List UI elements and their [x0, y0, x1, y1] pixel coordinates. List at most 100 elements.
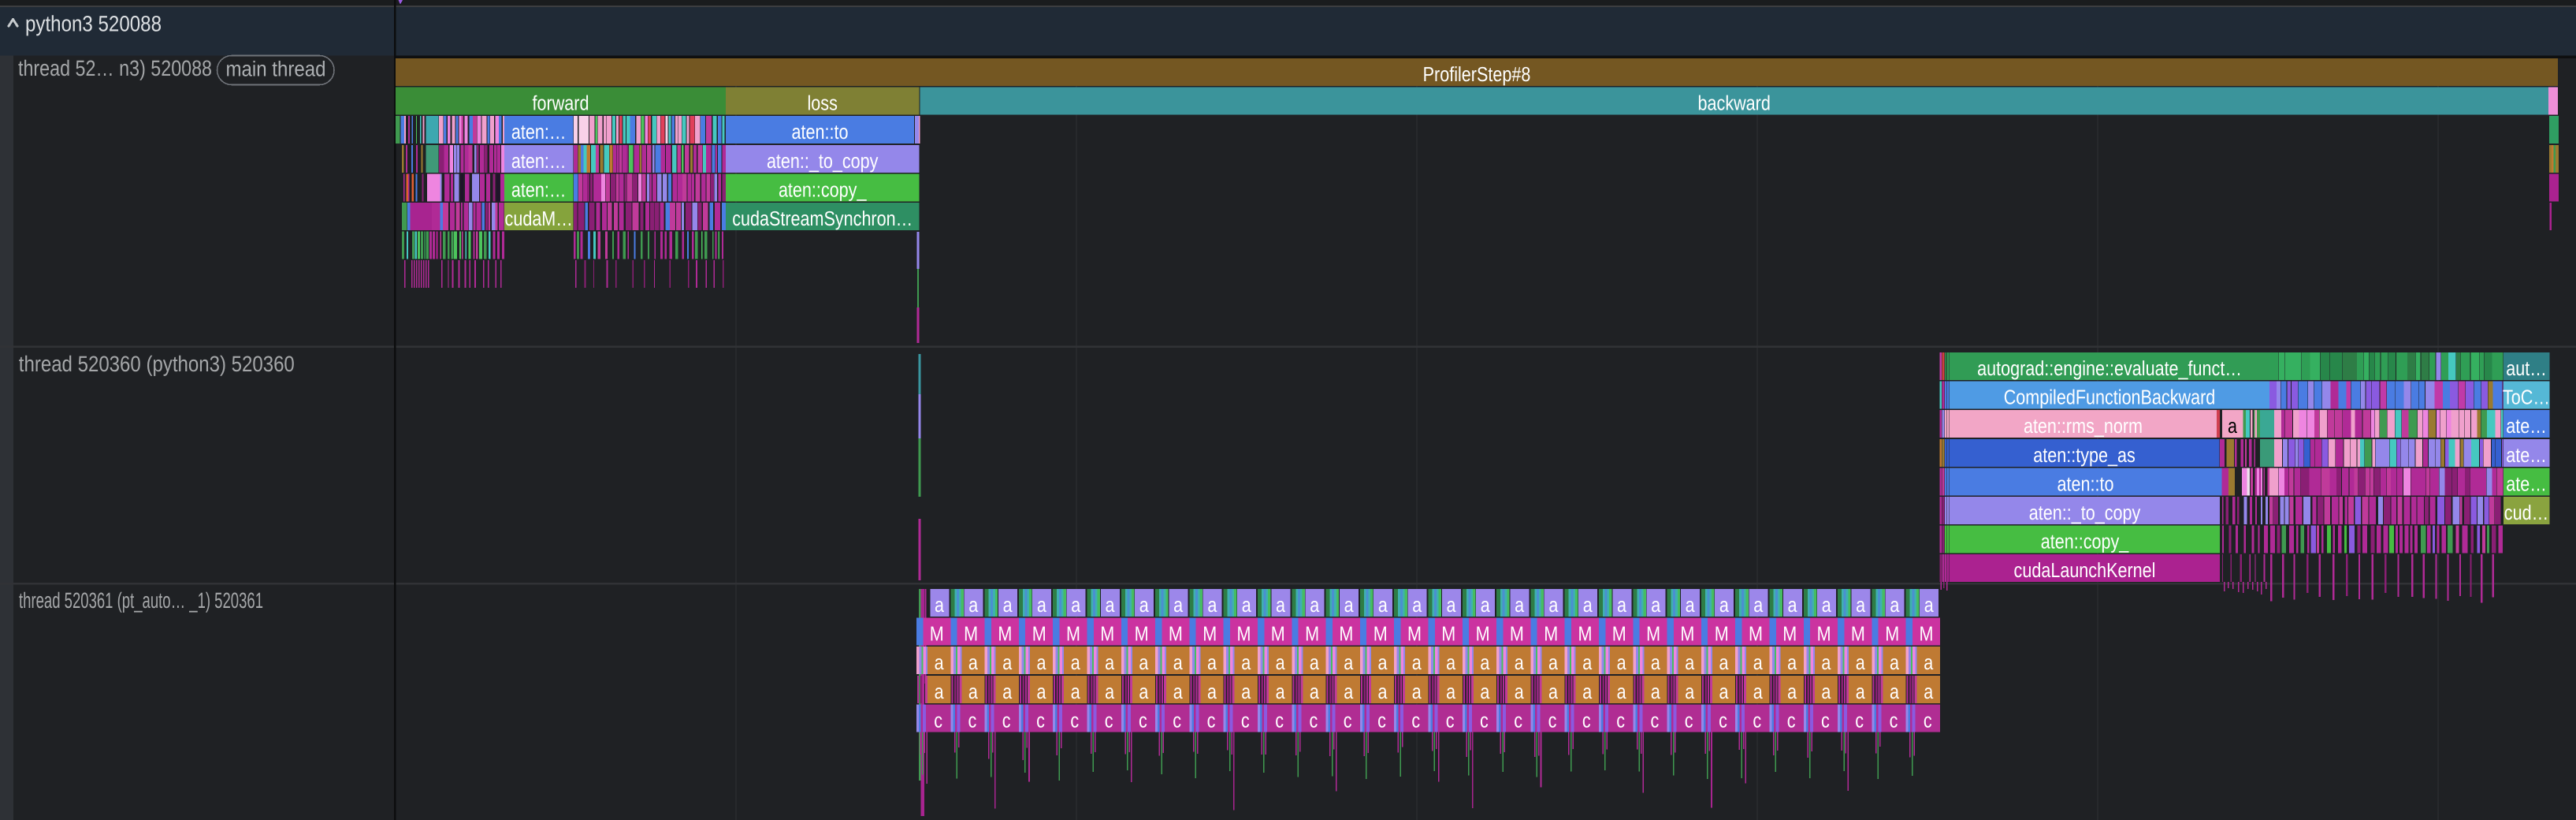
- svg-text:a: a: [1412, 593, 1422, 617]
- svg-text:a: a: [935, 650, 944, 674]
- svg-text:a: a: [1515, 593, 1524, 617]
- svg-text:a: a: [1207, 593, 1217, 617]
- svg-text:a: a: [1378, 650, 1388, 674]
- svg-text:M: M: [1749, 622, 1763, 646]
- svg-text:a: a: [1105, 680, 1114, 703]
- svg-text:a: a: [1788, 593, 1797, 617]
- svg-text:c: c: [1514, 708, 1522, 732]
- svg-text:a: a: [1310, 680, 1319, 703]
- svg-text:a: a: [1617, 680, 1626, 703]
- svg-text:aut…: aut…: [2506, 356, 2547, 380]
- svg-text:a: a: [1276, 650, 1285, 674]
- svg-text:a: a: [1924, 593, 1934, 617]
- svg-text:c: c: [1890, 708, 1898, 732]
- svg-text:ate…: ate…: [2506, 414, 2547, 438]
- svg-text:a: a: [1822, 593, 1831, 617]
- svg-text:c: c: [1651, 708, 1660, 732]
- svg-text:a: a: [1037, 593, 1046, 617]
- svg-text:a: a: [1480, 680, 1489, 703]
- svg-text:a: a: [1241, 680, 1251, 703]
- svg-text:a: a: [1651, 680, 1660, 703]
- svg-text:a: a: [1719, 650, 1729, 674]
- svg-text:a: a: [1310, 593, 1319, 617]
- svg-text:a: a: [1139, 593, 1149, 617]
- svg-text:a: a: [1106, 593, 1115, 617]
- svg-text:aten::to: aten::to: [792, 120, 849, 144]
- svg-text:M: M: [1407, 622, 1422, 646]
- svg-text:a: a: [1344, 680, 1353, 703]
- svg-text:M: M: [1271, 622, 1285, 646]
- svg-text:a: a: [1412, 680, 1422, 703]
- svg-text:a: a: [1617, 650, 1626, 674]
- svg-text:c: c: [1719, 708, 1727, 732]
- svg-text:aten::_to_copy: aten::_to_copy: [2029, 501, 2141, 524]
- svg-text:a: a: [1719, 593, 1729, 617]
- svg-text:a: a: [1753, 593, 1763, 617]
- svg-text:M: M: [1373, 622, 1388, 646]
- svg-text:M: M: [1544, 622, 1558, 646]
- svg-text:a: a: [1651, 650, 1660, 674]
- svg-text:a: a: [1719, 680, 1729, 703]
- svg-text:a: a: [1548, 680, 1558, 703]
- svg-text:M: M: [964, 622, 978, 646]
- svg-text:a: a: [1787, 650, 1797, 674]
- svg-text:M: M: [1441, 622, 1455, 646]
- svg-text:a: a: [1207, 680, 1217, 703]
- svg-text:a: a: [1037, 650, 1046, 674]
- svg-text:aten::rms_norm: aten::rms_norm: [2024, 414, 2143, 438]
- svg-text:M: M: [1646, 622, 1660, 646]
- svg-text:M: M: [1715, 622, 1729, 646]
- svg-text:main thread: main thread: [226, 58, 326, 81]
- svg-text:M: M: [998, 622, 1012, 646]
- svg-text:a: a: [1378, 680, 1388, 703]
- svg-text:a: a: [1481, 593, 1490, 617]
- svg-text:M: M: [1305, 622, 1319, 646]
- svg-text:aten::type_as: aten::type_as: [2033, 443, 2136, 467]
- svg-text:c: c: [1070, 708, 1079, 732]
- svg-text:cudaLaunchKernel: cudaLaunchKernel: [2014, 558, 2156, 582]
- svg-text:M: M: [1680, 622, 1694, 646]
- svg-text:a: a: [935, 680, 944, 703]
- svg-text:cud…: cud…: [2504, 501, 2548, 524]
- svg-text:aten:…: aten:…: [511, 177, 567, 201]
- svg-text:a: a: [1242, 593, 1251, 617]
- svg-text:M: M: [1169, 622, 1183, 646]
- svg-text:forward: forward: [533, 91, 589, 115]
- svg-text:a: a: [1548, 593, 1558, 617]
- svg-text:c: c: [934, 708, 942, 732]
- svg-text:M: M: [1851, 622, 1865, 646]
- svg-text:c: c: [1139, 708, 1147, 732]
- svg-text:cudaM…: cudaM…: [505, 207, 573, 230]
- svg-text:M: M: [1237, 622, 1251, 646]
- svg-text:a: a: [1515, 650, 1524, 674]
- svg-text:python3 520088: python3 520088: [25, 12, 162, 36]
- svg-text:cudaStreamSynchron…: cudaStreamSynchron…: [732, 207, 913, 230]
- svg-text:a: a: [1207, 650, 1217, 674]
- svg-text:M: M: [1066, 622, 1080, 646]
- svg-text:M: M: [1920, 622, 1934, 646]
- svg-text:aten:…: aten:…: [511, 120, 567, 144]
- svg-text:a: a: [1582, 650, 1592, 674]
- svg-text:c: c: [968, 708, 977, 732]
- svg-text:autograd::engine::evaluate_fun: autograd::engine::evaluate_funct…: [1977, 356, 2242, 380]
- svg-text:a: a: [1310, 650, 1319, 674]
- svg-text:a: a: [968, 680, 978, 703]
- svg-text:a: a: [1515, 680, 1524, 703]
- svg-text:M: M: [1782, 622, 1797, 646]
- svg-text:c: c: [1855, 708, 1864, 732]
- svg-text:c: c: [1173, 708, 1181, 732]
- svg-text:a: a: [968, 650, 978, 674]
- svg-text:a: a: [1003, 593, 1013, 617]
- svg-text:a: a: [1548, 650, 1558, 674]
- svg-text:backward: backward: [1698, 91, 1771, 115]
- svg-text:a: a: [1924, 650, 1933, 674]
- svg-text:c: c: [1344, 708, 1352, 732]
- svg-text:c: c: [1105, 708, 1113, 732]
- svg-text:M: M: [1032, 622, 1046, 646]
- svg-text:a: a: [1617, 593, 1626, 617]
- svg-text:a: a: [1173, 593, 1183, 617]
- svg-text:a: a: [1651, 593, 1660, 617]
- svg-text:M: M: [1612, 622, 1626, 646]
- svg-text:aten:…: aten:…: [511, 149, 567, 173]
- svg-text:thread 520360 (python3) 520360: thread 520360 (python3) 520360: [19, 352, 295, 376]
